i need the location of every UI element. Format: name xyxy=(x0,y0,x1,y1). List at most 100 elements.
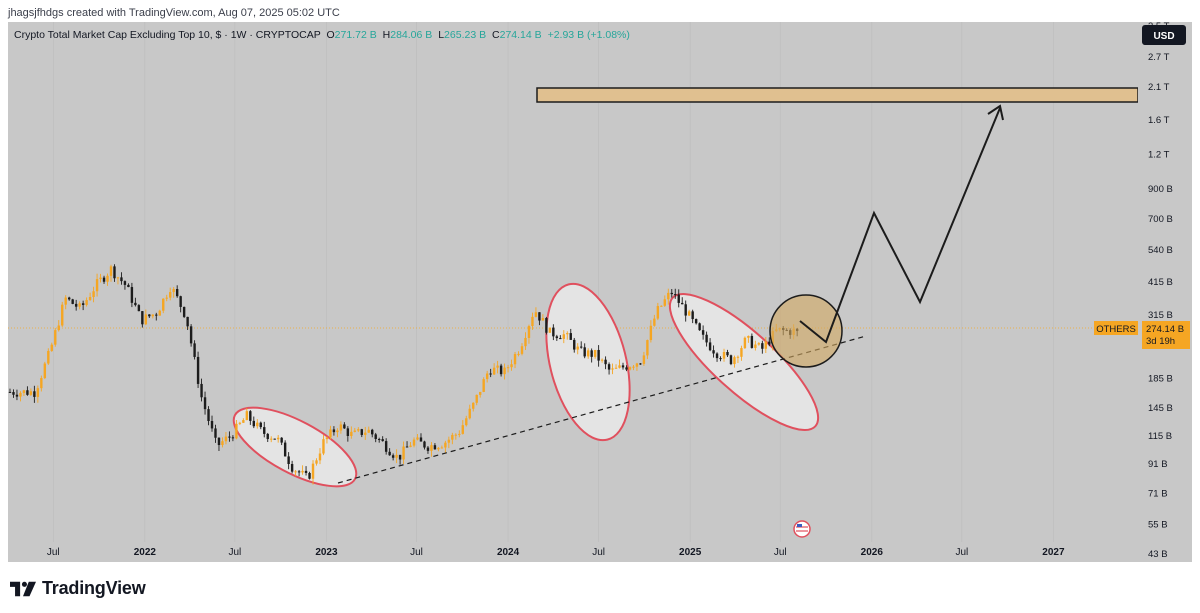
candle-body xyxy=(663,299,667,306)
candle-body xyxy=(600,359,604,361)
y-tick-label: 71 B xyxy=(1148,489,1168,500)
candle-body xyxy=(360,429,363,435)
candle-body xyxy=(419,437,423,442)
candle-body xyxy=(701,330,705,335)
y-tick-label: 315 B xyxy=(1148,310,1173,321)
candle-body xyxy=(273,438,276,440)
candle-body xyxy=(339,424,343,431)
candle-body xyxy=(590,350,593,357)
candle-body xyxy=(454,434,458,436)
candle-body xyxy=(381,439,384,442)
trendline xyxy=(337,335,867,484)
time-axis[interactable]: Jul 2022 Jul 2023 Jul 2024 Jul 2025 Jul 2026 Jul 20… xyxy=(47,547,1065,558)
y-tick-label: 700 B xyxy=(1148,214,1173,225)
candle-body xyxy=(311,463,315,479)
candle-body xyxy=(503,367,506,375)
x-tick-label: 2022 xyxy=(134,547,157,558)
candle-body xyxy=(580,346,583,348)
candle-body xyxy=(447,439,451,443)
candle-body xyxy=(301,470,304,473)
candle-body xyxy=(513,354,517,365)
candle-body xyxy=(113,266,116,279)
y-tick-label: 1.6 T xyxy=(1148,115,1170,126)
x-tick-label: Jul xyxy=(592,547,605,558)
projection-path xyxy=(799,107,1001,344)
candle-body xyxy=(517,353,520,355)
candle-body xyxy=(33,391,36,397)
candle-body xyxy=(120,277,123,282)
candle-body xyxy=(545,318,548,333)
candle-body xyxy=(364,432,367,435)
candle-body xyxy=(566,333,569,335)
candle-body xyxy=(290,464,294,472)
candle-body xyxy=(625,367,628,370)
projection-arrowhead xyxy=(987,104,1004,121)
candle-body xyxy=(712,350,715,354)
candle-body xyxy=(54,330,57,345)
candle-body xyxy=(384,441,388,452)
candle-body xyxy=(670,292,673,295)
candle-body xyxy=(179,296,182,307)
candle-body xyxy=(465,418,468,426)
candle-body xyxy=(388,451,391,456)
candle-body xyxy=(632,366,635,368)
symbol-tag-bg xyxy=(1094,321,1138,335)
candle-body xyxy=(235,423,238,439)
candle-body xyxy=(628,367,632,370)
candle-body xyxy=(346,428,350,436)
candle-body xyxy=(189,326,193,344)
candle-body xyxy=(315,460,318,464)
candle-body xyxy=(270,438,273,440)
candle-body xyxy=(74,303,78,307)
candle-body xyxy=(437,447,440,450)
candle-body xyxy=(357,429,360,431)
candle-body xyxy=(169,292,172,298)
ellipse-2025-drop xyxy=(668,293,820,431)
candle-body xyxy=(71,299,74,304)
candle-body xyxy=(681,302,684,305)
currency-badge[interactable]: USD xyxy=(1153,31,1174,42)
currency-badge-bg[interactable] xyxy=(1142,25,1186,45)
candle-body xyxy=(130,287,134,303)
x-tick-label: 2023 xyxy=(315,547,338,558)
candle-body xyxy=(653,318,656,326)
candle-body xyxy=(677,294,680,303)
candle-body xyxy=(479,391,482,395)
candle-body xyxy=(722,352,726,359)
candle-body xyxy=(259,422,262,428)
candle-body xyxy=(276,437,280,440)
candle-body xyxy=(186,316,189,327)
candle-body xyxy=(482,379,485,392)
candle-body xyxy=(475,394,478,403)
candle-body xyxy=(534,312,538,317)
y-tick-label: 91 B xyxy=(1148,459,1168,470)
candle-body xyxy=(78,303,81,307)
y-tick-label: 540 B xyxy=(1148,245,1173,256)
candle-body xyxy=(88,297,92,301)
price-tag-bg xyxy=(1142,321,1190,349)
candle-body xyxy=(242,420,245,423)
candle-body xyxy=(175,289,179,297)
candle-body xyxy=(297,471,301,473)
ellipse-2022-drop xyxy=(232,406,358,488)
candle-body xyxy=(562,334,565,339)
candle-body xyxy=(754,344,757,348)
candle-body xyxy=(144,314,148,325)
candle-body xyxy=(40,378,43,389)
candle-body xyxy=(573,339,576,350)
candle-body xyxy=(19,392,22,397)
candle-body xyxy=(325,437,329,440)
candle-body xyxy=(548,327,552,333)
candle-body xyxy=(667,292,670,300)
x-tick-label: 2027 xyxy=(1042,547,1065,558)
candle-body xyxy=(43,363,47,379)
candle-body xyxy=(430,445,433,451)
candle-body xyxy=(708,342,712,351)
candle-body xyxy=(444,442,447,448)
candle-body xyxy=(733,357,736,365)
candle-body xyxy=(47,350,50,364)
candle-body xyxy=(559,338,562,340)
